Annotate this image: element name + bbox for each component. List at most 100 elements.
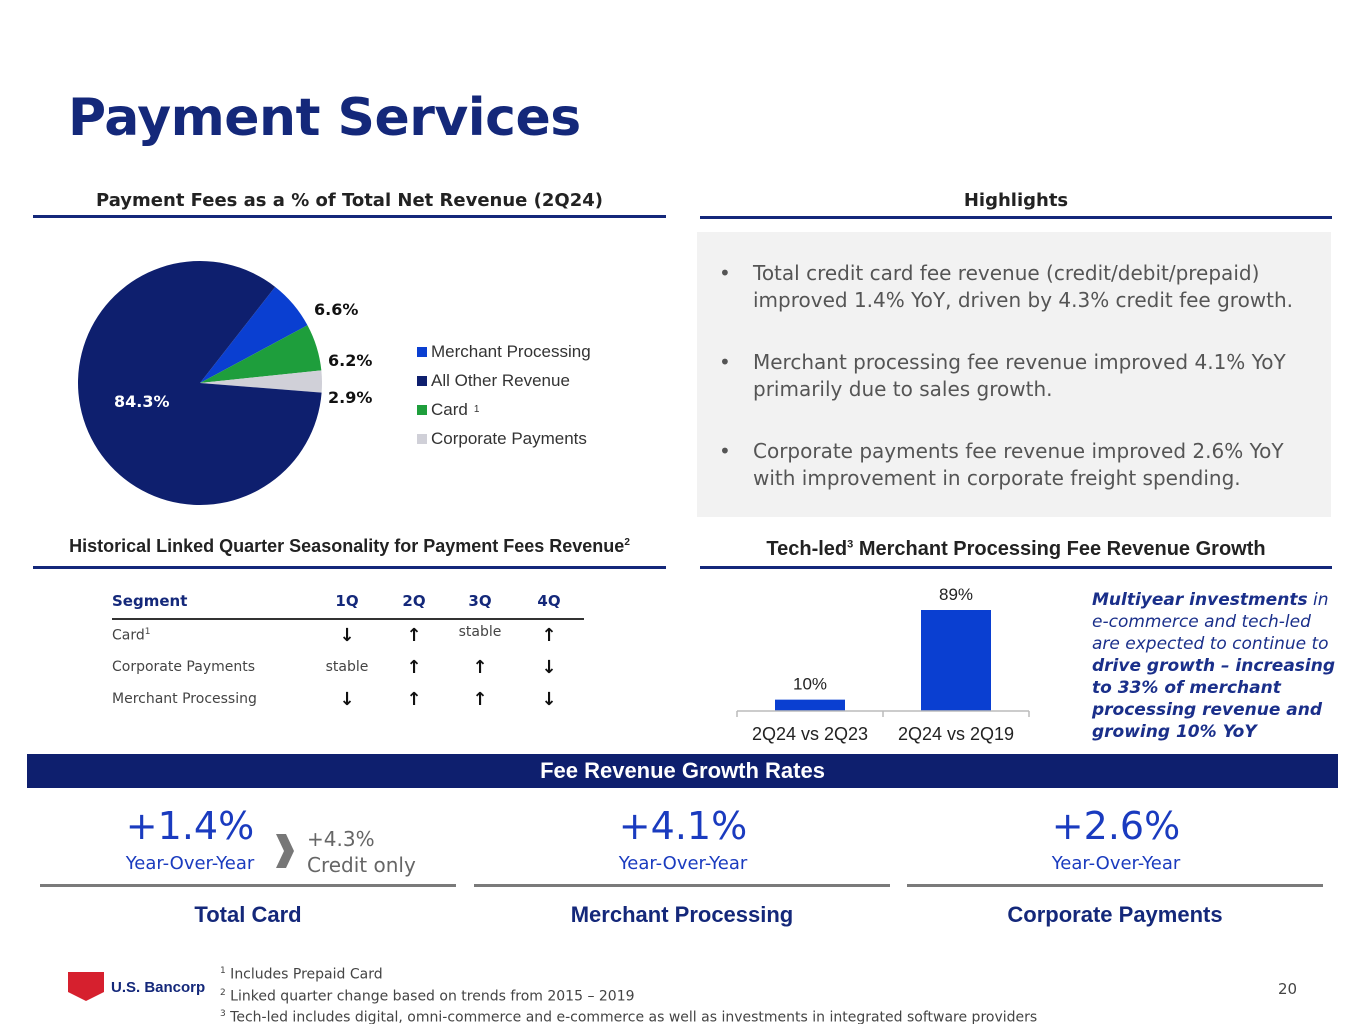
trend-stable: stable xyxy=(325,659,369,675)
footnote: 2 Linked quarter change based on trends … xyxy=(220,984,1037,1006)
highlights-heading: Highlights xyxy=(963,190,1069,211)
logo-text: U.S. Bancorp xyxy=(111,979,206,996)
pie-label-card: 6.2% xyxy=(328,351,373,370)
pie-label-all-other: 84.3% xyxy=(114,392,170,411)
legend-item-card: Card 1 xyxy=(417,395,591,424)
footnote-text: Includes Prepaid Card xyxy=(225,966,383,983)
seasonality-rule xyxy=(33,566,666,569)
table-row: Card1 ↓ ↑ stable ↑ xyxy=(112,619,584,651)
corporate-growth-value: +2.6% xyxy=(1051,804,1181,848)
chevron-right-icon xyxy=(276,834,294,868)
growth-rates-band: Fee Revenue Growth Rates xyxy=(27,754,1338,788)
legend-card-sup: 1 xyxy=(473,404,480,415)
footnote-num: 1 xyxy=(220,966,226,976)
seasonality-heading-sup: 2 xyxy=(624,537,630,548)
merchant-rule xyxy=(474,884,890,887)
total-card-label: Total Card xyxy=(194,902,302,927)
credit-only-value: +4.3% xyxy=(307,827,375,851)
col-header-4q: 4Q xyxy=(537,592,561,610)
highlight-item: Corporate payments fee revenue improved … xyxy=(719,438,1301,492)
table-row: Merchant Processing ↓ ↑ ↑ ↓ xyxy=(112,683,584,715)
legend-item-corporate: Corporate Payments xyxy=(417,424,591,453)
legend-swatch-card xyxy=(417,404,427,415)
bar-data-label: 10% xyxy=(793,675,827,694)
bar-chart-rule xyxy=(700,566,1332,569)
highlights-rule xyxy=(700,216,1332,219)
highlights-list: Total credit card fee revenue (credit/de… xyxy=(697,232,1331,492)
footnote-num: 3 xyxy=(220,1009,226,1020)
bar-category-label: 2Q24 vs 2Q19 xyxy=(898,724,1014,744)
bar-data-label: 89% xyxy=(939,585,973,604)
seasonality-heading-text: Historical Linked Quarter Seasonality fo… xyxy=(69,536,625,556)
page-number: 20 xyxy=(1278,980,1298,998)
merchant-growth-sub: Year-Over-Year xyxy=(618,853,748,874)
highlight-item: Merchant processing fee revenue improved… xyxy=(719,349,1301,403)
pie-slice-merchant xyxy=(200,286,308,383)
col-header-segment: Segment xyxy=(112,592,188,610)
pie-label-merchant: 6.6% xyxy=(314,300,359,319)
trend-arrow-up: ↑ xyxy=(406,656,422,678)
card-growth-value: +1.4% xyxy=(125,804,255,848)
seasonality-table: Segment 1Q 2Q 3Q 4Q Card1 ↓ ↑ stable ↑ C… xyxy=(112,590,584,715)
footnote-text: Linked quarter change based on trends fr… xyxy=(225,988,635,1005)
multiyear-note: Multiyear investments in e-commerce and … xyxy=(1092,589,1342,743)
multiyear-part3: drive growth – increasing to 33% of merc… xyxy=(1092,656,1336,742)
col-header-3q: 3Q xyxy=(468,592,492,610)
segment-label: Corporate Payments xyxy=(112,659,256,675)
bar-chart-title: Tech-led3 Merchant Processing Fee Revenu… xyxy=(700,538,1332,561)
footnote-num: 2 xyxy=(220,987,226,998)
pie-label-corporate: 2.9% xyxy=(328,388,373,407)
legend-swatch-merchant xyxy=(417,346,427,357)
pie-slice-all-other xyxy=(77,261,322,505)
trend-arrow-down: ↓ xyxy=(339,625,355,646)
multiyear-part1: Multiyear investments xyxy=(1092,590,1308,610)
seasonality-heading: Historical Linked Quarter Seasonality fo… xyxy=(33,536,666,557)
trend-arrow-up: ↑ xyxy=(472,656,488,678)
pie-slice-corporate xyxy=(200,370,322,393)
seasonality-header-row: Segment 1Q 2Q 3Q 4Q xyxy=(112,590,584,619)
bar-1 xyxy=(921,610,991,711)
payment-fees-pie-chart xyxy=(77,261,322,505)
footnote-text: Tech-led includes digital, omni-commerce… xyxy=(225,1009,1038,1024)
merchant-growth-bar-chart: 10% 2Q24 vs 2Q23 89% 2Q24 vs 2Q19 xyxy=(736,585,1030,744)
legend-label-corporate: Corporate Payments xyxy=(431,428,587,448)
merchant-processing-label: Merchant Processing xyxy=(570,902,794,927)
trend-arrow-up: ↑ xyxy=(406,625,422,646)
segment-sup: 1 xyxy=(144,627,151,638)
credit-only-label: Credit only xyxy=(307,853,416,877)
trend-arrow-up: ↑ xyxy=(541,625,557,646)
bar-chart-title-post: Merchant Processing Fee Revenue Growth xyxy=(853,538,1266,560)
card-growth-sub: Year-Over-Year xyxy=(125,853,255,874)
merchant-growth-value: +4.1% xyxy=(618,804,748,848)
pie-section-heading: Payment Fees as a % of Total Net Revenue… xyxy=(96,190,603,211)
footnote: 3 Tech-led includes digital, omni-commer… xyxy=(220,1005,1037,1024)
legend-item-merchant: Merchant Processing xyxy=(417,337,591,366)
us-bancorp-shield-icon xyxy=(68,972,104,1001)
corporate-growth-sub: Year-Over-Year xyxy=(1051,853,1181,874)
footnotes: 1 Includes Prepaid Card 2 Linked quarter… xyxy=(220,962,1037,1024)
legend-item-all-other: All Other Revenue xyxy=(417,366,591,395)
bar-category-label: 2Q24 vs 2Q23 xyxy=(752,724,868,744)
bar-chart-title-sup: 3 xyxy=(847,538,854,551)
row-segment-card: Card1 xyxy=(112,619,312,651)
legend-label-card: Card xyxy=(431,399,468,419)
legend-swatch-corporate xyxy=(417,433,427,444)
corporate-payments-label: Corporate Payments xyxy=(1007,902,1223,927)
trend-arrow-down: ↓ xyxy=(541,688,557,710)
pie-legend: Merchant Processing All Other Revenue Ca… xyxy=(417,337,591,453)
pie-slice-card xyxy=(200,325,322,383)
col-header-2q: 2Q xyxy=(402,592,426,610)
trend-stable: stable xyxy=(458,624,502,640)
col-header-1q: 1Q xyxy=(335,592,359,610)
legend-swatch-all-other xyxy=(417,375,427,386)
trend-arrow-up: ↑ xyxy=(406,688,422,710)
pie-section-rule xyxy=(33,215,666,218)
trend-arrow-down: ↓ xyxy=(339,688,355,710)
page-title: Payment Services xyxy=(68,88,581,148)
bar-0 xyxy=(775,699,845,711)
legend-label-merchant: Merchant Processing xyxy=(431,341,591,361)
segment-label: Card xyxy=(112,627,145,644)
highlights-box: Total credit card fee revenue (credit/de… xyxy=(697,232,1331,517)
highlight-item: Total credit card fee revenue (credit/de… xyxy=(719,260,1301,314)
trend-arrow-down: ↓ xyxy=(541,656,557,678)
